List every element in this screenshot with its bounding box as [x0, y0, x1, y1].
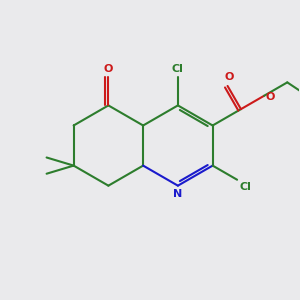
Text: O: O [266, 92, 275, 102]
Text: N: N [173, 189, 182, 199]
Text: O: O [104, 64, 113, 74]
Text: O: O [224, 72, 234, 82]
Text: Cl: Cl [239, 182, 251, 192]
Text: Cl: Cl [172, 64, 184, 74]
